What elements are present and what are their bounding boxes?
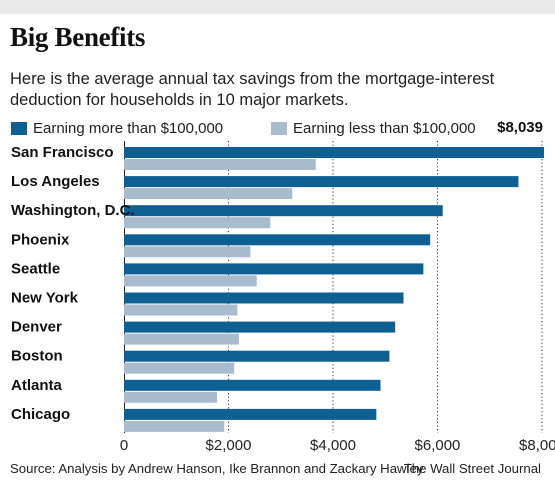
x-tick-label-0: 0 [120, 437, 128, 454]
bar-high-1 [124, 176, 519, 188]
legend-item-high: Earning more than $100,000 [11, 119, 223, 137]
bar-low-1 [124, 188, 293, 200]
credit-note: The Wall Street Journal [403, 461, 541, 476]
source-note: Source: Analysis by Andrew Hanson, Ike B… [10, 461, 424, 476]
category-label-6: Denver [11, 319, 62, 336]
bar-high-5 [124, 292, 404, 304]
bar-low-4 [124, 275, 257, 287]
legend-label-high: Earning more than $100,000 [33, 119, 224, 137]
bar-low-5 [124, 304, 238, 316]
category-label-1: Los Angeles [11, 173, 100, 190]
category-label-8: Atlanta [11, 377, 62, 394]
category-label-3: Phoenix [11, 231, 70, 248]
bar-high-9 [124, 408, 377, 420]
category-label-5: New York [11, 290, 79, 307]
bar-low-8 [124, 391, 217, 403]
bar-low-2 [124, 217, 271, 229]
legend-item-low: Earning less than $100,000 [271, 119, 476, 137]
x-tick-label-1: $2,000 [206, 437, 252, 454]
bar-high-4 [124, 263, 424, 275]
category-label-7: Boston [11, 348, 63, 365]
x-tick-label-3: $6,000 [415, 437, 461, 454]
bar-high-8 [124, 379, 381, 391]
bar-low-0 [124, 159, 316, 170]
bar-high-3 [124, 234, 431, 246]
bar-high-0 [124, 147, 544, 158]
category-label-2: Washington, D.C. [11, 202, 135, 219]
bar-low-6 [124, 333, 239, 345]
chart-subtitle: Here is the average annual tax savings f… [10, 70, 495, 109]
chart-title: Big Benefits [10, 22, 146, 52]
bar-high-6 [124, 321, 396, 333]
bar-low-3 [124, 246, 251, 258]
x-tick-label-2: $4,000 [310, 437, 356, 454]
bar-high-2 [124, 205, 443, 217]
legend-label-low: Earning less than $100,000 [293, 119, 476, 137]
bar-low-7 [124, 362, 235, 374]
top-value-label: $8,039 [497, 119, 543, 136]
category-label-0: San Francisco [11, 144, 114, 161]
x-tick-label-4: $8,000 [519, 437, 555, 454]
bar-high-7 [124, 350, 390, 362]
legend-swatch-low [271, 121, 287, 135]
legend-swatch-high [11, 121, 27, 135]
category-label-9: Chicago [11, 406, 70, 423]
bar-low-9 [124, 420, 225, 432]
category-label-4: Seattle [11, 260, 60, 277]
